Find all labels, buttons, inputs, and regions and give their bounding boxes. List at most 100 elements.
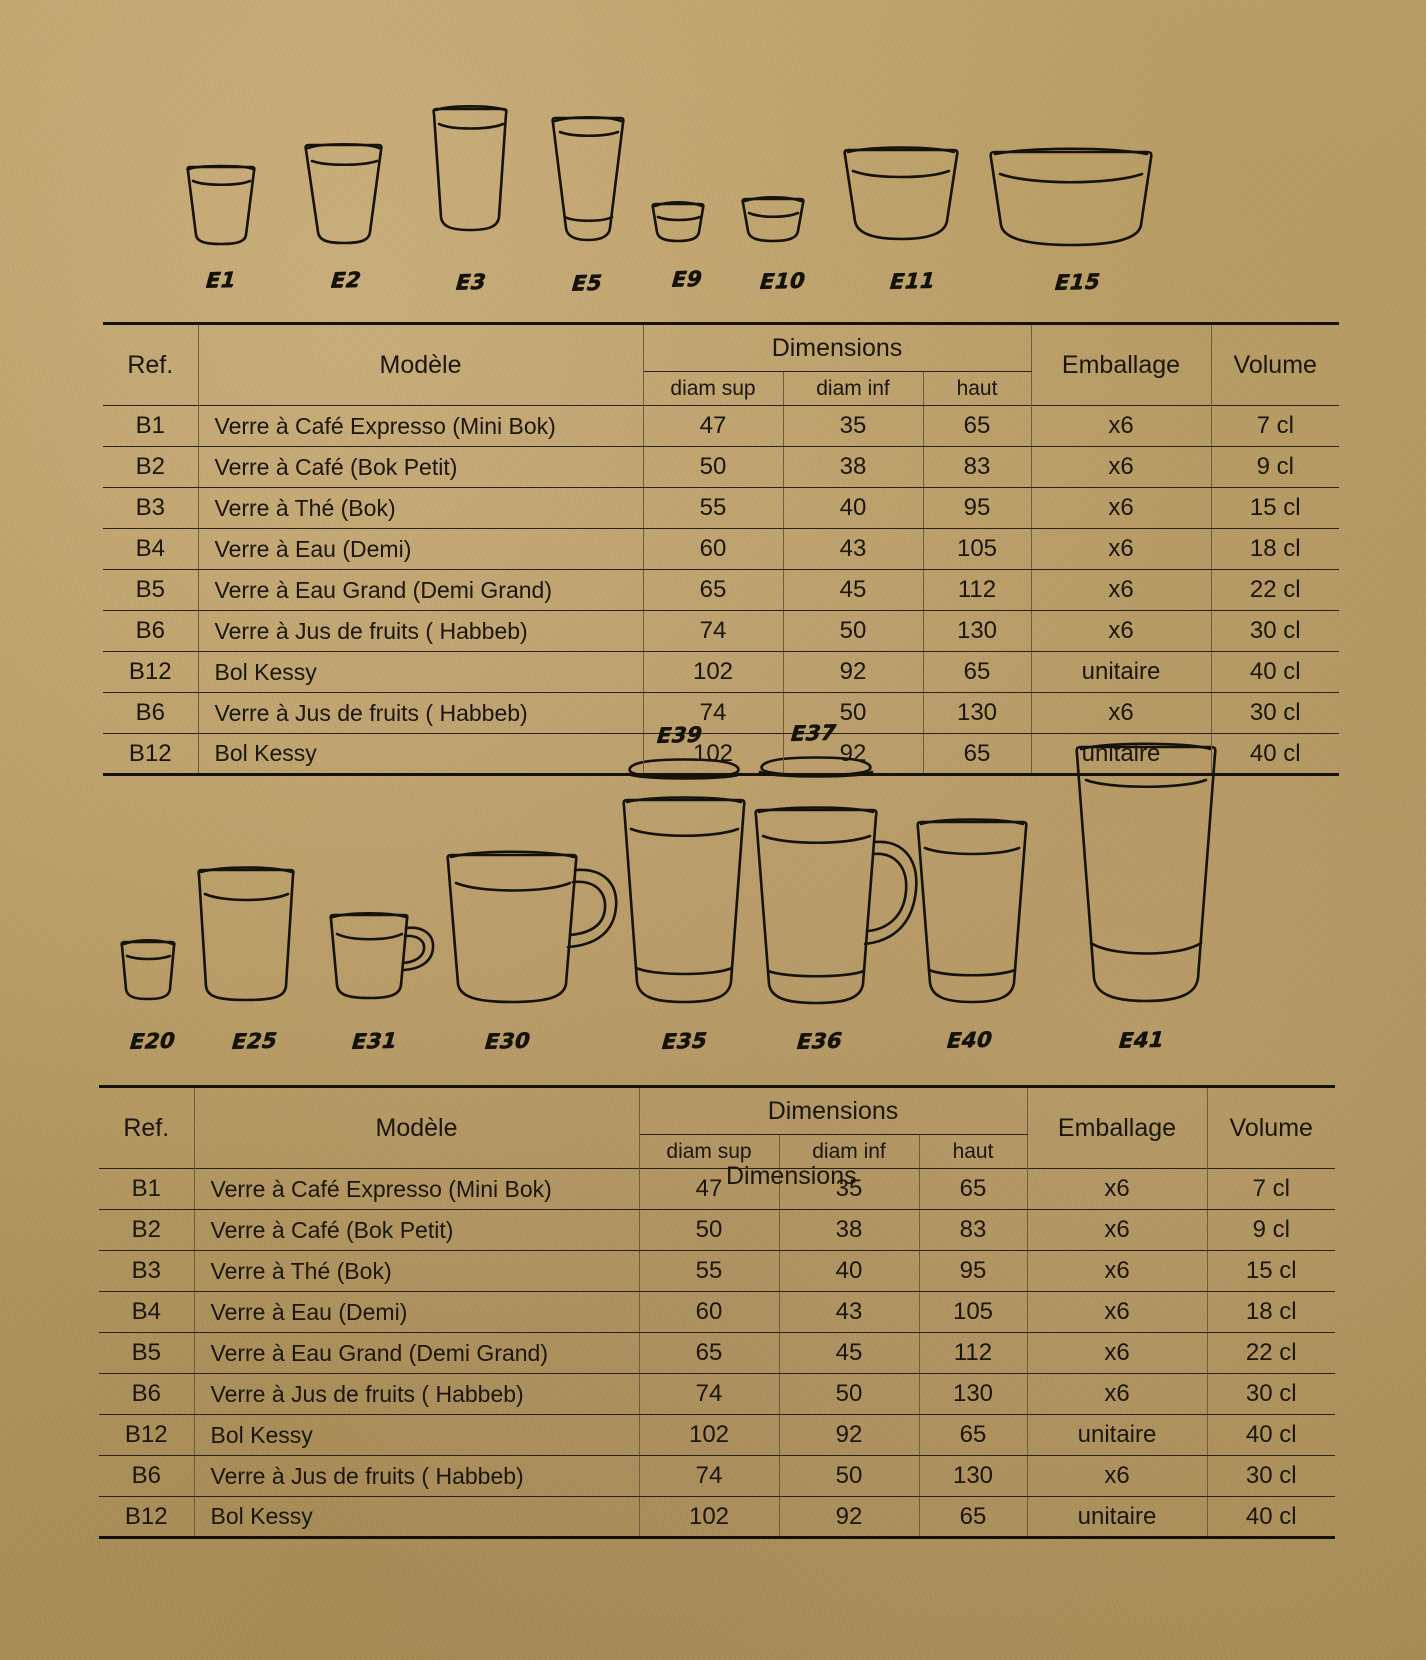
glass-illustration-e15 — [989, 147, 1153, 247]
cell-ref: B5 — [99, 1332, 195, 1374]
ref-label-e5: E5 — [571, 270, 603, 296]
cell-model: Verre à Café (Bok Petit) — [197, 446, 644, 488]
cell-volume: 7 cl — [1206, 1168, 1335, 1210]
header-volume: Volume — [1210, 322, 1339, 406]
cell-ref: B12 — [103, 651, 199, 693]
cell-volume: 9 cl — [1210, 446, 1339, 488]
cell-volume: 15 cl — [1210, 487, 1339, 529]
cell-diam-sup: 102 — [642, 733, 784, 776]
cell-ref: B3 — [99, 1250, 195, 1292]
cell-model: Bol Kessy — [193, 1414, 640, 1456]
cell-diam-inf: 50 — [782, 610, 924, 652]
table-row: B6 Verre à Jus de fruits ( Habbeb) 74 50 130… — [103, 610, 1339, 652]
ref-label-e2: E2 — [330, 267, 362, 293]
ref-label-e35: E35 — [660, 1028, 709, 1054]
glass-illustration-e31 — [329, 911, 435, 1000]
cell-diam-inf: 50 — [778, 1373, 920, 1415]
cell-volume: 40 cl — [1210, 733, 1339, 776]
cell-emballage: x6 — [1030, 528, 1212, 570]
cell-model: Bol Kessy — [197, 651, 644, 693]
header-ref: Ref. — [99, 1085, 195, 1169]
table-row: B4 Verre à Eau (Demi) 60 43 105 x6 18 cl — [99, 1291, 1335, 1333]
cell-volume: 22 cl — [1206, 1332, 1335, 1374]
ref-label-e11: E11 — [888, 268, 937, 294]
ref-label-e3: E3 — [455, 269, 487, 295]
header-emballage: Emballage — [1030, 322, 1212, 406]
ref-label-e37: E37 — [789, 720, 838, 746]
ref-label-e40: E40 — [945, 1027, 994, 1053]
cell-haut: 112 — [922, 569, 1032, 611]
cell-diam-sup: 74 — [642, 610, 784, 652]
cell-ref: B12 — [103, 733, 199, 776]
cell-haut: 65 — [918, 1414, 1028, 1456]
cell-haut: 65 — [918, 1168, 1028, 1210]
cell-diam-inf: 45 — [782, 569, 924, 611]
cell-haut: 95 — [918, 1250, 1028, 1292]
header-model: Modèle — [193, 1085, 640, 1169]
table-header-row-1: Ref. Modèle Dimensions Emballage Volume — [103, 322, 1339, 406]
cell-ref: B12 — [99, 1414, 195, 1456]
cell-ref: B2 — [99, 1209, 195, 1251]
cell-haut: 130 — [922, 610, 1032, 652]
ref-label-e41: E41 — [1117, 1027, 1166, 1053]
cell-volume: 18 cl — [1210, 528, 1339, 570]
glass-illustration-e3 — [432, 104, 508, 232]
cell-model: Verre à Café (Bok Petit) — [193, 1209, 640, 1251]
cell-diam-sup: 74 — [642, 692, 784, 734]
table-row: B5 Verre à Eau Grand (Demi Grand) 65 45 112 x… — [103, 569, 1339, 611]
cell-haut: 130 — [922, 692, 1032, 734]
cell-diam-sup: 47 — [638, 1168, 780, 1210]
cell-ref: B6 — [103, 692, 199, 734]
table-row: B1 Verre à Café Expresso (Mini Bok) 47 35 65… — [103, 405, 1339, 447]
table-row: B2 Verre à Café (Bok Petit) 50 38 83 x6 9 cl — [99, 1209, 1335, 1251]
cell-diam-inf: 35 — [782, 405, 924, 447]
table-row: B12 Bol Kessy 102 92 65 unitaire 40 cl — [99, 1496, 1335, 1539]
cell-diam-sup: 74 — [638, 1373, 780, 1415]
header-haut: haut — [918, 1134, 1028, 1169]
table-row: B6 Verre à Jus de fruits ( Habbeb) 74 50 130… — [99, 1373, 1335, 1415]
table-body-top: B1 Verre à Café Expresso (Mini Bok) 47 35 65… — [103, 405, 1339, 776]
header-model: Modèle — [197, 322, 644, 406]
ref-label-e9: E9 — [671, 266, 703, 292]
cell-diam-sup: 60 — [638, 1291, 780, 1333]
spec-table-top: Ref. Modèle Dimensions Emballage Volume … — [103, 322, 1339, 776]
header-volume: Volume — [1206, 1085, 1335, 1169]
cell-volume: 22 cl — [1210, 569, 1339, 611]
cell-emballage: x6 — [1030, 692, 1212, 734]
cell-diam-sup: 74 — [638, 1455, 780, 1497]
cell-volume: 30 cl — [1210, 692, 1339, 734]
cell-volume: 9 cl — [1206, 1209, 1335, 1251]
cell-volume: 40 cl — [1210, 651, 1339, 693]
cell-ref: B6 — [99, 1373, 195, 1415]
cell-emballage: unitaire — [1030, 733, 1212, 776]
cell-model: Verre à Jus de fruits ( Habbeb) — [193, 1455, 640, 1497]
ref-label-e1: E1 — [205, 267, 237, 293]
cell-diam-inf: 35 — [778, 1168, 920, 1210]
cell-emballage: x6 — [1026, 1291, 1208, 1333]
cell-diam-inf: 38 — [778, 1209, 920, 1251]
cell-emballage: unitaire — [1026, 1496, 1208, 1539]
cell-emballage: x6 — [1030, 487, 1212, 529]
cell-haut: 130 — [918, 1373, 1028, 1415]
cell-model: Verre à Eau Grand (Demi Grand) — [197, 569, 644, 611]
table-row: B2 Verre à Café (Bok Petit) 50 38 83 x6 9 cl — [103, 446, 1339, 488]
cell-emballage: x6 — [1030, 446, 1212, 488]
cell-haut: 65 — [922, 733, 1032, 776]
table-row: B6 Verre à Jus de fruits ( Habbeb) 74 50 130… — [103, 692, 1339, 734]
cell-ref: B4 — [99, 1291, 195, 1333]
header-ref: Ref. — [103, 322, 199, 406]
cell-model: Verre à Thé (Bok) — [197, 487, 644, 529]
glass-illustration-e20 — [120, 938, 176, 1001]
cell-ref: B12 — [99, 1496, 195, 1539]
cell-emballage: x6 — [1026, 1168, 1208, 1210]
cell-diam-inf: 92 — [778, 1496, 920, 1539]
ref-label-e15: E15 — [1053, 269, 1102, 295]
cell-haut: 95 — [922, 487, 1032, 529]
cell-haut: 65 — [918, 1496, 1028, 1539]
cell-emballage: x6 — [1030, 569, 1212, 611]
glass-illustration-e9 — [651, 200, 705, 243]
cell-diam-sup: 55 — [642, 487, 784, 529]
cell-emballage: x6 — [1026, 1209, 1208, 1251]
header-diam-inf: diam inf — [782, 371, 924, 406]
cell-haut: 105 — [922, 528, 1032, 570]
